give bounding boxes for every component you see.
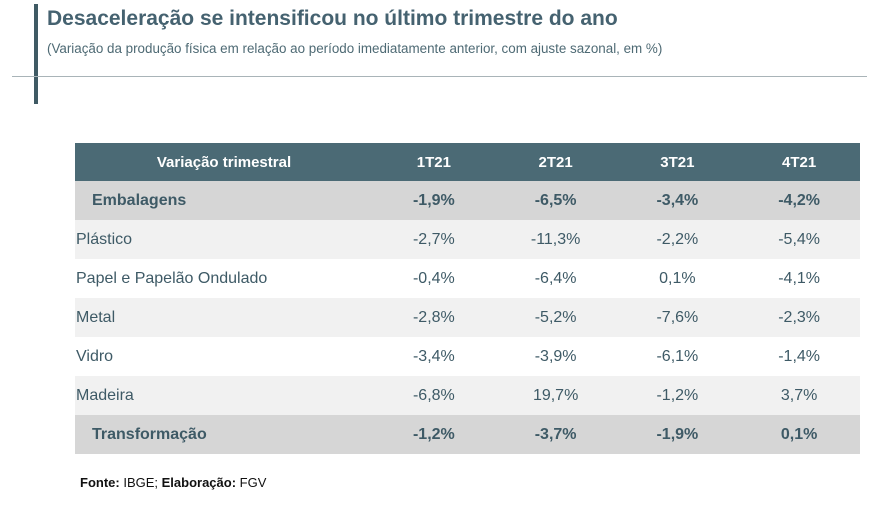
row-value-cell: -2,3% [738,298,860,337]
row-value-cell: 0,1% [616,259,739,298]
quarterly-variation-table: Variação trimestral 1T21 2T21 3T21 4T21 … [75,143,860,454]
header-cell-category: Variação trimestral [75,143,373,181]
source-label: Fonte: [80,475,120,490]
row-value-cell: -3,4% [373,337,495,376]
row-value-cell: -6,4% [494,259,617,298]
table-header: Variação trimestral 1T21 2T21 3T21 4T21 [75,143,860,181]
row-value-cell: -1,9% [616,415,739,454]
header-divider [12,76,867,77]
title-accent-bar [34,4,38,104]
header-cell-1t21: 1T21 [373,143,495,181]
row-label: Embalagens [75,181,373,220]
row-value-cell: -6,5% [494,181,617,220]
elaboration-label: Elaboração: [161,475,237,490]
row-label: Metal [75,298,373,337]
table-row: Madeira -6,8% 19,7% -1,2% 3,7% [75,376,860,415]
row-value-cell: -2,8% [373,298,495,337]
row-value-cell: -5,4% [738,220,860,259]
row-value-cell: 19,7% [494,376,617,415]
table-row-total: Embalagens -1,9% -6,5% -3,4% -4,2% [75,181,860,220]
row-value-cell: -1,2% [373,415,495,454]
row-label: Plástico [75,220,373,259]
row-value-cell: -11,3% [494,220,617,259]
header-cell-4t21: 4T21 [738,143,860,181]
row-value-cell: -3,9% [494,337,617,376]
row-value-cell: -1,9% [373,181,495,220]
page-subtitle: (Variação da produção física em relação … [47,41,663,56]
row-value-cell: -2,7% [373,220,495,259]
table-row: Vidro -3,4% -3,9% -6,1% -1,4% [75,337,860,376]
row-value-cell: -7,6% [616,298,739,337]
elaboration-value: FGV [236,475,267,490]
row-value-cell: -3,7% [494,415,617,454]
table-row: Metal -2,8% -5,2% -7,6% -2,3% [75,298,860,337]
row-value-cell: -0,4% [373,259,495,298]
table-body: Embalagens -1,9% -6,5% -3,4% -4,2% Plástico -2… [75,181,860,454]
header-cell-2t21: 2T21 [494,143,617,181]
row-value-cell: -6,8% [373,376,495,415]
header-cell-3t21: 3T21 [616,143,739,181]
row-value-cell: 3,7% [738,376,860,415]
row-value-cell: -1,4% [738,337,860,376]
row-value-cell: -1,2% [616,376,739,415]
table-row-total: Transformação -1,2% -3,7% -1,9% 0,1% [75,415,860,454]
row-value-cell: 0,1% [738,415,860,454]
row-value-cell: -6,1% [616,337,739,376]
row-label: Vidro [75,337,373,376]
source-note: Fonte: IBGE; Elaboração: FGV [80,475,266,490]
row-label: Transformação [75,415,373,454]
table-row: Papel e Papelão Ondulado -0,4% -6,4% 0,1% -4… [75,259,860,298]
row-value-cell: -5,2% [494,298,617,337]
row-label: Papel e Papelão Ondulado [75,259,373,298]
page-title: Desaceleração se intensificou no último … [47,7,618,30]
row-value-cell: -4,2% [738,181,860,220]
row-value-cell: -3,4% [616,181,739,220]
table-header-row: Variação trimestral 1T21 2T21 3T21 4T21 [75,143,860,181]
table-row: Plástico -2,7% -11,3% -2,2% -5,4% [75,220,860,259]
source-value: IBGE; [119,475,162,490]
row-value-cell: -4,1% [738,259,860,298]
row-label: Madeira [75,376,373,415]
row-value-cell: -2,2% [616,220,739,259]
